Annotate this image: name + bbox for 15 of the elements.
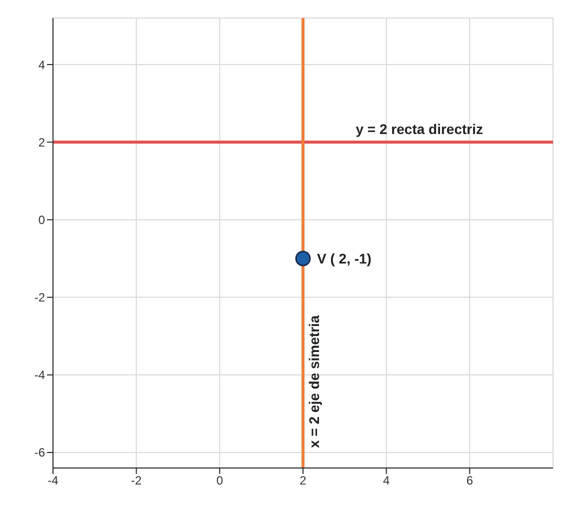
- x-tick-label: 6: [466, 474, 474, 488]
- x-tick-label: 4: [382, 474, 390, 488]
- y-tick-label: 4: [38, 58, 46, 72]
- y-tick-label: 2: [38, 135, 46, 150]
- ref-line-label: y = 2 recta directriz: [356, 121, 483, 138]
- y-tick-label: -2: [34, 290, 46, 305]
- ref-line-label: x = 2 eje de simetria: [306, 315, 322, 448]
- x-tick-label: -2: [130, 474, 142, 488]
- y-tick-label: 0: [38, 212, 46, 227]
- y-tick-label: -4: [34, 368, 46, 382]
- x-tick-label: 2: [300, 474, 307, 488]
- x-tick-label: -4: [48, 474, 59, 488]
- y-tick-label: -6: [34, 446, 46, 460]
- annotation: V ( 2, -1): [317, 250, 372, 266]
- x-tick-label: 0: [216, 474, 224, 488]
